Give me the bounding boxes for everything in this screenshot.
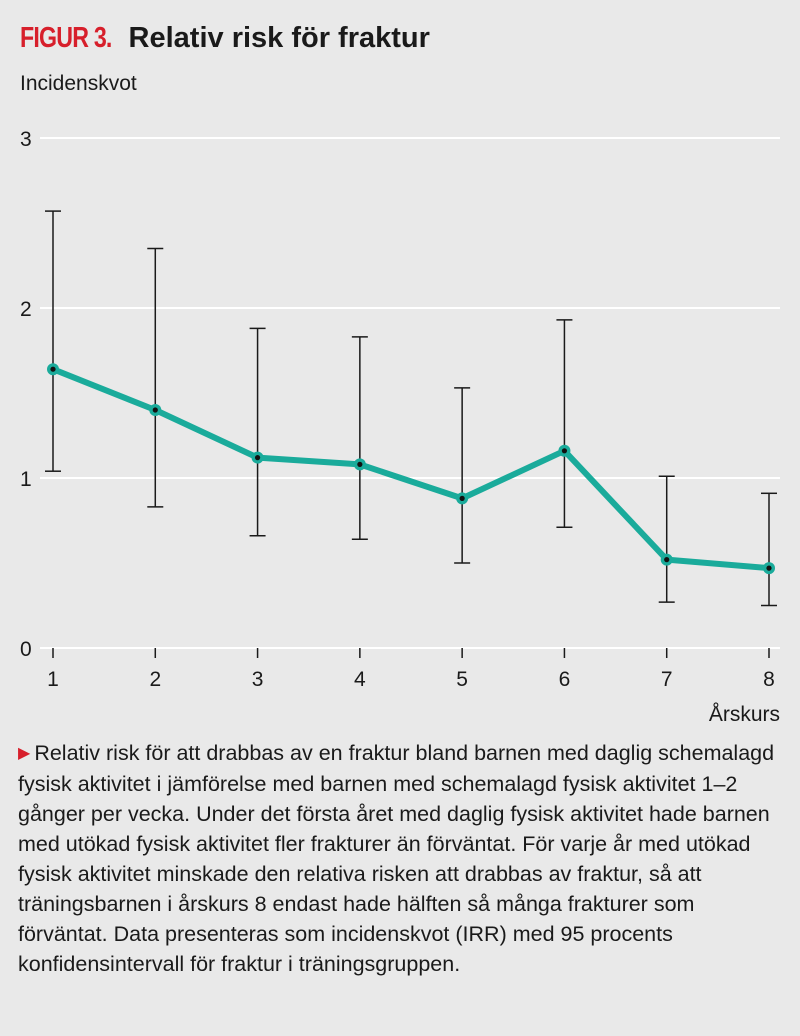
data-point-center xyxy=(254,455,261,461)
y-tick-label: 1 xyxy=(20,468,32,491)
figure-title-text: Relativ risk för fraktur xyxy=(128,22,430,54)
x-tick-label: 7 xyxy=(661,668,673,691)
x-tick-label: 1 xyxy=(47,668,59,691)
data-point-center xyxy=(766,565,772,571)
y-tick-label: 3 xyxy=(20,128,32,151)
data-point-center xyxy=(50,366,56,372)
figure-number: FIGUR 3. xyxy=(20,22,112,54)
x-tick-label: 6 xyxy=(559,668,571,691)
x-tick-label: 5 xyxy=(456,668,468,691)
x-axis-label: Årskurs xyxy=(709,703,780,726)
figure-title: FIGUR 3. Relativ risk för fraktur xyxy=(20,22,430,55)
x-tick-label: 8 xyxy=(763,668,775,691)
caption-marker-icon: ▶ xyxy=(18,745,31,762)
caption-text: Relativ risk för att drabbas av en frakt… xyxy=(18,741,775,976)
x-tick-label: 3 xyxy=(252,668,264,691)
data-point-center xyxy=(561,448,568,454)
figure-caption: ▶ Relativ risk för att drabbas av en frak… xyxy=(18,738,788,979)
series-line xyxy=(51,366,770,572)
x-tick-label: 4 xyxy=(354,668,366,691)
data-point-center xyxy=(459,495,465,501)
data-point-center xyxy=(152,407,158,413)
x-tick-label: 2 xyxy=(149,668,161,691)
data-point-center xyxy=(664,557,670,563)
y-tick-label: 2 xyxy=(20,298,32,321)
y-axis-label: Incidenskvot xyxy=(20,72,137,95)
data-point-center xyxy=(357,461,363,467)
y-tick-label: 0 xyxy=(20,638,32,661)
